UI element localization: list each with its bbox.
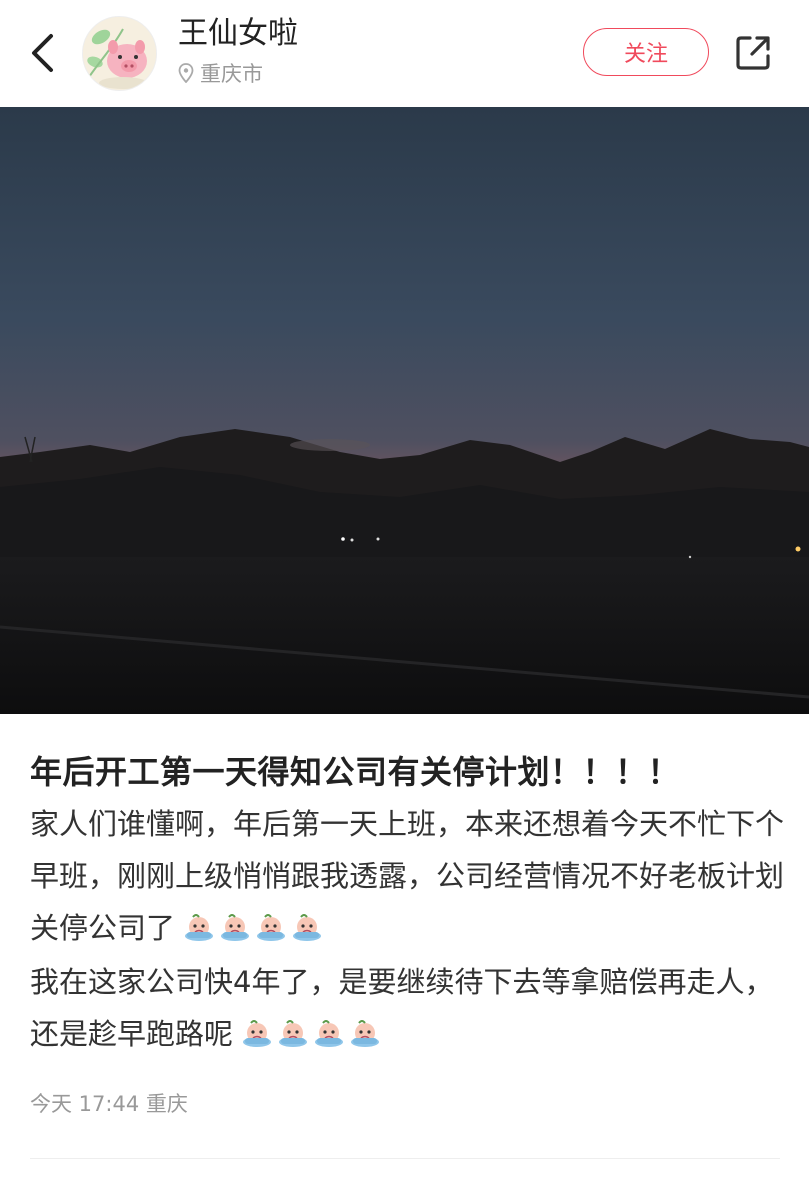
crying-emoji	[220, 906, 250, 941]
share-button[interactable]	[730, 30, 776, 76]
crying-emoji	[292, 906, 322, 941]
crying-emoji	[350, 1012, 380, 1047]
crying-emoji	[256, 906, 286, 941]
post-meta: 今天 17:44 重庆	[30, 1092, 188, 1116]
crying-emoji	[314, 1012, 344, 1047]
crying-emoji	[278, 1012, 308, 1047]
avatar[interactable]	[82, 16, 157, 91]
divider	[30, 1158, 780, 1159]
post-title: 年后开工第一天得知公司有关停计划！！！！	[30, 753, 681, 791]
follow-button[interactable]: 关注	[583, 28, 709, 76]
location-pin-icon	[178, 63, 194, 83]
chevron-left-icon	[32, 34, 53, 72]
post-photo[interactable]	[0, 107, 809, 714]
location-label: 重庆市	[200, 62, 263, 86]
pig-avatar-image	[83, 17, 156, 90]
post-content: 年后开工第一天得知公司有关停计划！！！！ 家人们谁懂啊，年后第一天上班，本来还想…	[30, 748, 785, 1060]
crying-emoji	[242, 1012, 272, 1047]
post-paragraph-2-text: 我在这家公司快4年了，是要继续待下去等拿赔偿再走人，还是趁早跑路呢	[30, 965, 774, 1051]
username[interactable]: 王仙女啦	[178, 16, 298, 51]
post-paragraph-1: 家人们谁懂啊，年后第一天上班，本来还想着今天不忙下个早班，刚刚上级悄悄跟我透露，…	[30, 798, 785, 954]
post-paragraph-2: 我在这家公司快4年了，是要继续待下去等拿赔偿再走人，还是趁早跑路呢	[30, 956, 785, 1060]
emoji-group-2	[242, 1017, 386, 1051]
back-button[interactable]	[20, 28, 64, 78]
location-tag[interactable]: 重庆市	[178, 58, 263, 88]
share-icon	[736, 36, 770, 70]
emoji-group-1	[184, 911, 328, 945]
crying-emoji	[184, 906, 214, 941]
post-header: 王仙女啦 重庆市 关注	[0, 0, 809, 107]
post-paragraph-1-text: 家人们谁懂啊，年后第一天上班，本来还想着今天不忙下个早班，刚刚上级悄悄跟我透露，…	[30, 807, 785, 945]
